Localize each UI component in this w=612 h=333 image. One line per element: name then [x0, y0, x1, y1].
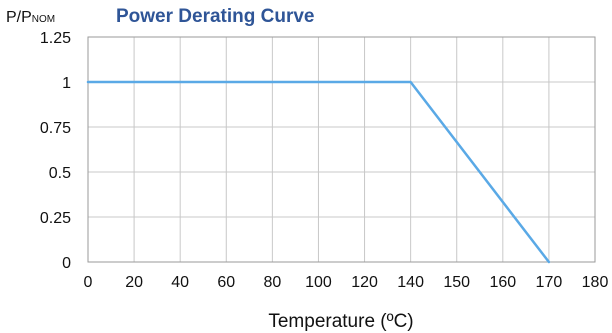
x-tick-label: 0 — [84, 274, 93, 291]
y-tick-label: 0.75 — [40, 120, 71, 137]
y-tick-label: 1 — [62, 75, 71, 92]
x-tick-labels: 0 20 40 60 80 100 120 140 150 160 170 180 — [84, 274, 609, 291]
x-tick-label: 60 — [217, 274, 235, 291]
x-tick-label: 20 — [125, 274, 143, 291]
y-tick-label: 1.25 — [40, 30, 71, 47]
chart-title: Power Derating Curve — [116, 6, 315, 27]
y-axis-label: P/PNOM — [6, 9, 55, 26]
plot-frame — [87, 36, 596, 263]
x-tick-label: 170 — [536, 274, 563, 291]
y-tick-label: 0.5 — [49, 165, 71, 182]
x-tick-label: 100 — [305, 274, 332, 291]
grid — [88, 37, 595, 262]
x-tick-label: 40 — [171, 274, 189, 291]
x-tick-label: 180 — [582, 274, 609, 291]
y-tick-label: 0.25 — [40, 210, 71, 227]
x-tick-label: 150 — [443, 274, 470, 291]
series-layer — [86, 80, 551, 264]
x-tick-label: 160 — [489, 274, 516, 291]
y-axis-label-main: P/P — [6, 9, 32, 26]
y-tick-label: 0 — [62, 255, 71, 272]
x-tick-label: 120 — [351, 274, 378, 291]
y-axis-label-subscript: NOM — [32, 14, 55, 25]
x-axis-label: Temperature (ºC) — [268, 311, 413, 332]
x-tick-label: 140 — [397, 274, 424, 291]
x-tick-label: 80 — [263, 274, 281, 291]
series-line — [86, 80, 551, 264]
y-tick-labels: 0 0.25 0.5 0.75 1 1.25 — [40, 30, 71, 272]
